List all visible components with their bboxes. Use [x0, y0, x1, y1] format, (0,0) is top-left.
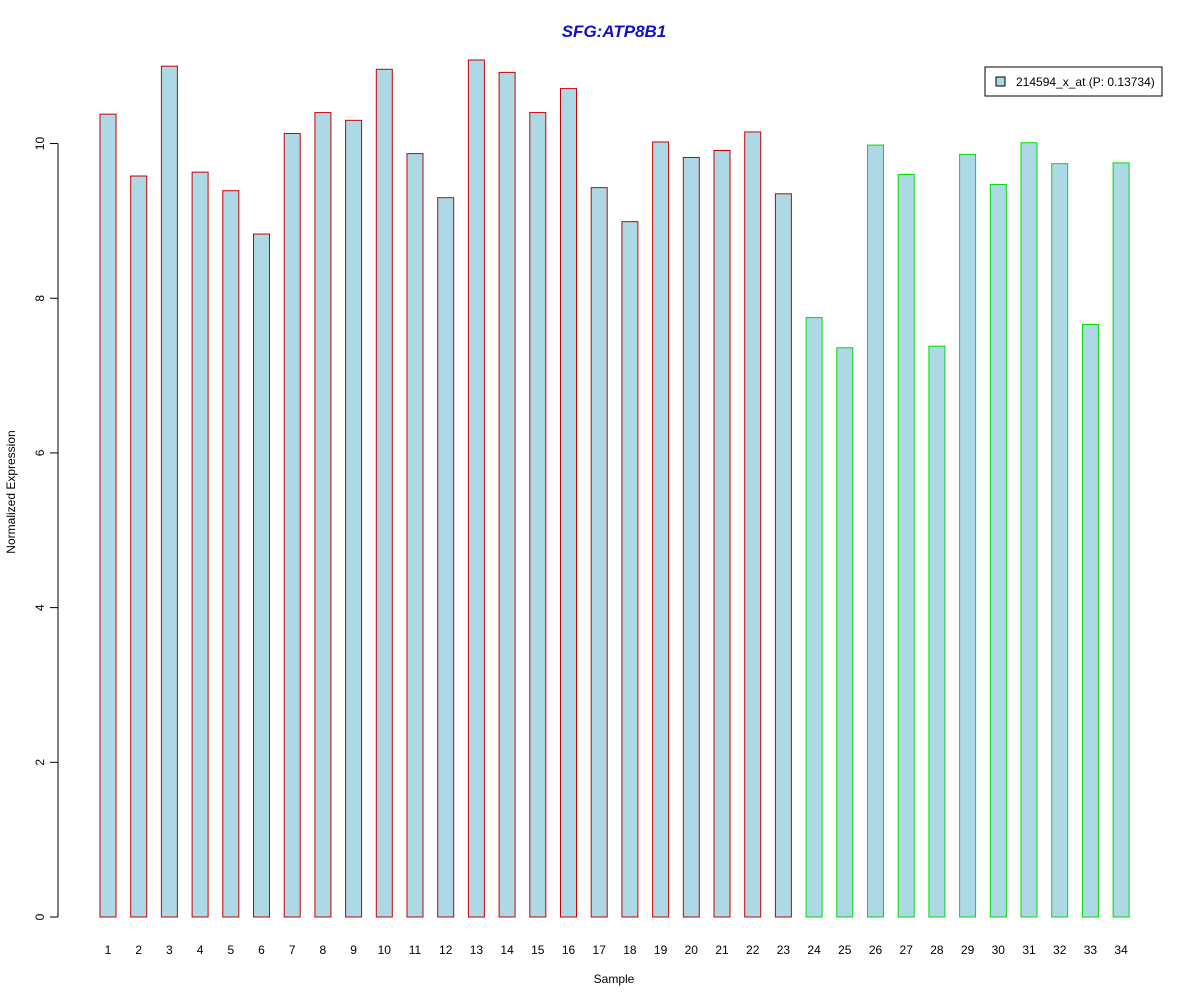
bar: [621, 221, 639, 918]
x-tick-label: 16: [562, 943, 576, 957]
bar: [345, 119, 363, 918]
bar: [744, 131, 762, 918]
y-tick-label: 10: [33, 137, 47, 151]
bar: [1081, 324, 1099, 918]
bar: [253, 233, 270, 918]
x-tick-label: 4: [197, 943, 204, 957]
x-tick-label: 28: [930, 943, 944, 957]
x-tick-label: 30: [992, 943, 1006, 957]
x-tick-label: 22: [746, 943, 760, 957]
x-tick-label: 19: [654, 943, 668, 957]
y-axis: 0 2 4 6 8 10: [33, 137, 59, 920]
bar: [130, 175, 148, 918]
chart-title: SFG:ATP8B1: [562, 22, 667, 41]
legend-swatch: [995, 76, 1006, 87]
x-tick-label: 34: [1114, 943, 1128, 957]
x-tick-label: 23: [777, 943, 791, 957]
x-tick-label: 33: [1084, 943, 1098, 957]
legend: 214594_x_at (P: 0.13734): [984, 66, 1163, 97]
bar: [959, 153, 977, 918]
x-tick-label: 31: [1022, 943, 1036, 957]
bar: [191, 171, 209, 918]
bar: [590, 187, 608, 918]
x-tick-label: 27: [900, 943, 914, 957]
bar: [99, 113, 117, 918]
bar: [560, 88, 577, 918]
bar: [1112, 162, 1130, 918]
x-tick-label: 32: [1053, 943, 1067, 957]
y-tick-label: 2: [33, 759, 47, 766]
x-tick-label: 6: [258, 943, 265, 957]
y-axis-label: Normalized Expression: [4, 430, 18, 553]
x-tick-label: 21: [715, 943, 729, 957]
x-tick-label: 2: [135, 943, 142, 957]
bar: [314, 112, 332, 918]
x-tick-label: 12: [439, 943, 453, 957]
x-tick-labels: 1 2 3 4 5 6 7 8 9 10 11 12 13 14 15 16 17 18 19 20 21 22 23 24 2…: [105, 943, 1128, 957]
bar: [836, 347, 854, 918]
bar: [529, 112, 547, 918]
bar: [406, 153, 424, 918]
bar: [652, 141, 670, 918]
bar: [283, 132, 301, 918]
y-tick-label: 4: [33, 604, 47, 611]
bar: [989, 184, 1007, 918]
x-tick-label: 29: [961, 943, 975, 957]
x-tick-label: 24: [807, 943, 821, 957]
y-tick-label: 8: [33, 295, 47, 302]
x-tick-label: 9: [350, 943, 357, 957]
x-tick-label: 5: [227, 943, 234, 957]
bar: [805, 317, 823, 918]
x-tick-label: 15: [531, 943, 545, 957]
bar: [867, 144, 884, 918]
x-tick-label: 20: [685, 943, 699, 957]
x-tick-label: 25: [838, 943, 852, 957]
bar: [1020, 142, 1038, 918]
bar: [222, 190, 240, 918]
bar: [375, 68, 393, 918]
bar: [713, 149, 731, 918]
bar: [928, 345, 946, 918]
x-tick-label: 26: [869, 943, 883, 957]
bar: [437, 197, 455, 918]
x-tick-label: 3: [166, 943, 173, 957]
bar: [160, 65, 178, 918]
y-tick-label: 0: [33, 913, 47, 920]
bar: [774, 193, 792, 918]
legend-box: [984, 66, 1163, 97]
x-tick-label: 18: [623, 943, 637, 957]
x-tick-label: 8: [320, 943, 327, 957]
x-tick-label: 17: [593, 943, 607, 957]
bar: [897, 173, 915, 918]
x-tick-label: 13: [470, 943, 484, 957]
x-tick-label: 14: [500, 943, 514, 957]
x-axis-label: Sample: [594, 972, 635, 986]
x-tick-label: 7: [289, 943, 296, 957]
bar: [1051, 163, 1069, 918]
y-tick-label: 6: [33, 449, 47, 456]
legend-label: 214594_x_at (P: 0.13734): [1016, 75, 1155, 89]
bar: [498, 71, 516, 918]
bar: [467, 59, 485, 918]
bar: [682, 156, 700, 918]
bars-group: [99, 59, 1130, 918]
x-tick-label: 1: [105, 943, 112, 957]
x-tick-label: 10: [378, 943, 392, 957]
x-tick-label: 11: [409, 943, 422, 957]
